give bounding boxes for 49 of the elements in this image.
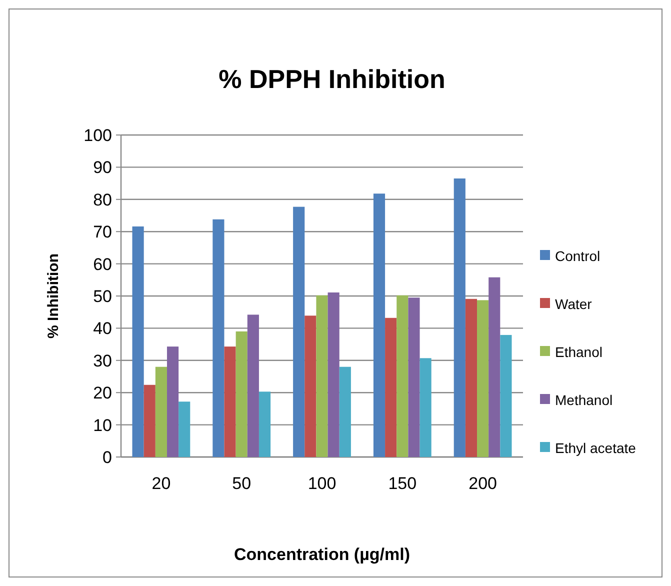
bar [454,178,466,457]
bar [212,219,224,457]
bar [328,292,340,457]
bar [465,298,478,457]
y-tick-label: 80 [93,190,112,210]
bar [373,194,386,457]
chart-title: % DPPH Inhibition [218,64,446,94]
bar [316,295,328,457]
legend-label: Ethyl acetate [555,440,636,456]
y-tick-label: 70 [93,222,112,242]
bar [293,206,305,457]
y-axis-title: % Inhibition [45,254,62,338]
bar [132,226,144,457]
y-tick-label: 40 [93,319,112,338]
bar [144,384,156,457]
y-tick-label: 10 [93,416,112,435]
bar [500,334,512,457]
legend-label: Water [555,296,592,312]
bar [155,366,167,457]
bar [339,366,351,457]
bar [420,358,432,457]
bar [385,318,397,457]
y-tick-label: 60 [93,254,112,274]
bar [247,314,259,457]
bar [396,295,408,457]
bar [488,277,500,457]
y-tick-label: 100 [84,126,112,145]
legend-label: Control [555,248,600,264]
bar [304,316,316,457]
bar [224,346,236,457]
y-tick-label: 50 [93,286,112,306]
y-tick-label: 0 [102,448,112,467]
x-tick-label: 100 [308,474,336,493]
bar [166,346,179,457]
y-tick-label: 20 [93,384,112,403]
x-tick-label: 150 [388,474,417,493]
legend-label: Ethanol [555,344,602,360]
y-tick-label: 30 [93,351,112,370]
x-tick-label: 50 [232,474,252,493]
y-tick-label: 90 [93,158,112,178]
bar [258,392,271,457]
x-axis-title: Concentration (µg/ml) [234,545,410,564]
bar [408,298,420,457]
x-tick-label: 200 [468,474,497,493]
x-tick-label: 20 [152,474,171,493]
bar [178,402,190,457]
bar [236,331,248,457]
bar [477,300,489,457]
legend-label: Methanol [555,392,613,408]
